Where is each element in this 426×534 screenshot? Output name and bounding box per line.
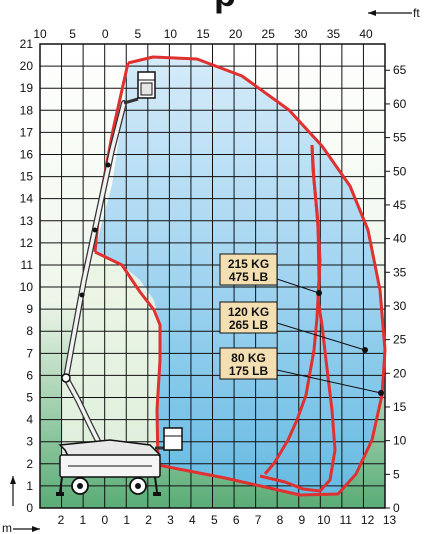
ft-unit-label: ft (413, 6, 420, 20)
y-left-tick-label: 5 (26, 391, 33, 405)
inner-envelope-215kg (263, 144, 321, 475)
load-label-215: 215 KG 475 LB (219, 253, 278, 286)
y-right-tick-label: 30 (393, 299, 407, 313)
y-axis-right-feet: 0 5 10 15 20 25 30 35 40 45 50 55 60 65 (385, 63, 407, 515)
y-right-tick-label: 15 (393, 400, 407, 414)
load-lb-text: 475 LB (229, 270, 269, 284)
x-top-tick-label: 15 (196, 27, 210, 41)
x-bottom-tick-label: 8 (277, 513, 284, 527)
x-bottom-tick-label: 13 (383, 513, 397, 527)
x-top-tick-label: 30 (294, 27, 308, 41)
title-fragment: p (214, 0, 236, 14)
y-left-tick-label: 12 (20, 236, 34, 250)
load-kg-text: 120 KG (228, 305, 269, 319)
load-lb-text: 175 LB (229, 364, 269, 378)
m-unit-indicator: m (2, 476, 40, 534)
y-right-tick-label: 55 (393, 131, 407, 145)
y-left-tick-label: 13 (20, 214, 34, 228)
y-left-tick-label: 14 (20, 192, 34, 206)
y-right-tick-label: 40 (393, 232, 407, 246)
y-right-tick-label: 10 (393, 434, 407, 448)
y-left-tick-label: 2 (26, 457, 33, 471)
x-top-tick-label: 40 (359, 27, 373, 41)
y-left-tick-label: 8 (26, 324, 33, 338)
y-left-tick-label: 20 (20, 59, 34, 73)
load-kg-text: 80 KG (231, 351, 266, 365)
x-bottom-tick-label: 2 (145, 513, 152, 527)
aerial-lift-illustration (56, 71, 183, 496)
x-top-tick-label: 5 (69, 27, 76, 41)
x-top-tick-label: 10 (33, 27, 47, 41)
y-right-tick-label: 5 (393, 467, 400, 481)
y-left-tick-label: 0 (26, 501, 33, 515)
x-bottom-tick-label: 5 (211, 513, 218, 527)
load-label-80: 80 KG 175 LB (219, 347, 278, 380)
x-bottom-tick-label: 9 (299, 513, 306, 527)
x-bottom-tick-label: 12 (361, 513, 375, 527)
x-bottom-tick-label: 2 (58, 513, 65, 527)
x-bottom-tick-label: 10 (317, 513, 331, 527)
ft-unit-indicator: ft (368, 6, 420, 20)
y-right-tick-label: 0 (393, 501, 400, 515)
x-bottom-tick-label: 0 (101, 513, 108, 527)
y-right-tick-label: 50 (393, 164, 407, 178)
y-left-tick-label: 4 (26, 413, 33, 427)
x-top-tick-label: 25 (262, 27, 276, 41)
y-left-tick-label: 18 (20, 103, 34, 117)
y-left-tick-label: 16 (20, 147, 34, 161)
x-bottom-tick-label: 11 (339, 513, 352, 527)
x-top-tick-label: 20 (229, 27, 243, 41)
y-right-tick-label: 25 (393, 333, 407, 347)
y-right-tick-label: 20 (393, 366, 407, 380)
m-unit-label: m (2, 521, 12, 534)
y-left-tick-label: 15 (20, 170, 34, 184)
y-right-tick-label: 65 (393, 63, 407, 77)
x-axis-bottom-meters: 2 1 0 1 2 3 4 5 6 7 8 9 10 11 12 13 (58, 513, 397, 527)
x-bottom-tick-label: 7 (255, 513, 262, 527)
x-top-tick-label: 5 (134, 27, 141, 41)
load-lb-text: 265 LB (229, 318, 269, 332)
x-bottom-tick-label: 4 (189, 513, 196, 527)
y-right-tick-label: 45 (393, 198, 407, 212)
x-top-tick-label: 35 (327, 27, 341, 41)
y-left-tick-label: 17 (20, 125, 34, 139)
ground-region (62, 252, 160, 460)
x-top-tick-label: 10 (164, 27, 178, 41)
y-left-tick-label: 21 (20, 37, 34, 51)
callout-points (316, 290, 384, 396)
y-right-tick-label: 35 (393, 265, 407, 279)
y-left-tick-label: 9 (26, 302, 33, 316)
x-bottom-tick-label: 6 (233, 513, 240, 527)
x-bottom-tick-label: 3 (167, 513, 174, 527)
x-bottom-tick-label: 1 (80, 513, 87, 527)
load-kg-text: 215 KG (228, 257, 269, 271)
callout-leaders (276, 278, 382, 394)
plot-frame (39, 43, 386, 509)
y-left-tick-label: 10 (20, 280, 34, 294)
y-left-tick-label: 1 (26, 479, 33, 493)
y-left-tick-label: 19 (20, 81, 34, 95)
x-bottom-tick-label: 1 (123, 513, 130, 527)
y-left-tick-label: 7 (26, 346, 33, 360)
y-right-tick-label: 60 (393, 97, 407, 111)
load-label-120: 120 KG 265 LB (219, 301, 278, 334)
y-left-tick-label: 6 (26, 368, 33, 382)
outer-envelope-80kg (94, 55, 387, 497)
y-left-tick-label: 11 (21, 258, 34, 272)
x-top-tick-label: 0 (102, 27, 109, 41)
y-left-tick-label: 3 (26, 435, 33, 449)
x-axis-top-feet: 10 5 0 5 10 15 20 25 30 35 40 (33, 27, 373, 41)
